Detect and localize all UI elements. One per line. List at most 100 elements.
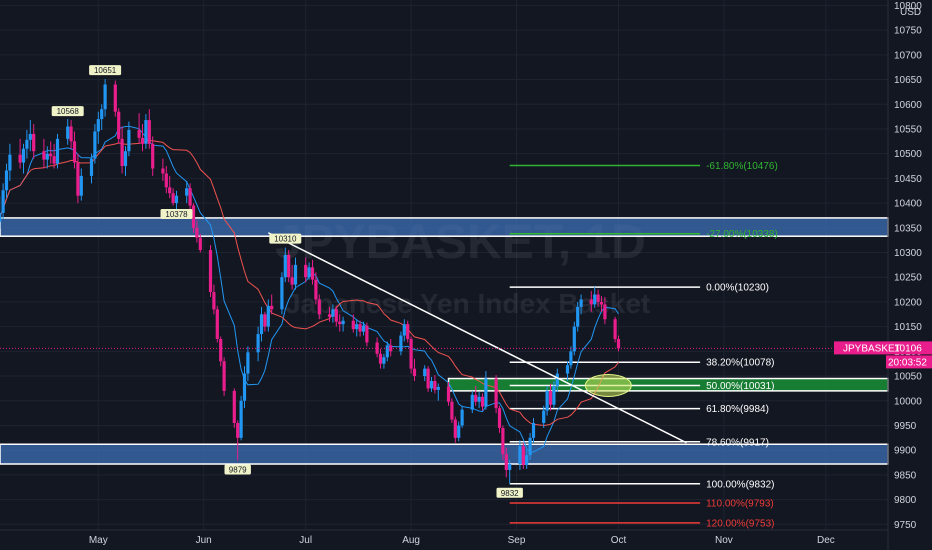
candle-bearish [222,357,226,396]
candle-body [385,345,389,358]
candle-body [433,380,437,390]
candle-bullish [266,299,270,332]
candle-body [263,314,267,327]
candle-bearish [480,393,485,411]
candle-body [406,324,410,339]
candle-body [593,294,597,305]
candle-bullish [293,257,298,290]
candle-bullish [8,143,12,181]
candle-bearish [147,109,151,149]
candle-bearish [589,291,593,312]
descending-trendline[interactable] [267,232,687,444]
candle-bullish [331,304,335,323]
candle-body [117,111,121,139]
candle-body [219,338,223,362]
candle-body [188,188,192,206]
fib-level-label: 0.00%(10230) [706,283,769,294]
trendline-layer[interactable] [267,232,687,444]
candle-bearish [151,136,155,176]
time-axis[interactable]: May Jun Jul Aug Sep Oct Nov Dec [0,529,888,546]
candle-bullish [1,183,5,219]
candle-bearish [232,388,236,428]
candle-body [28,133,32,140]
candle-body [484,378,488,407]
candle-bullish [569,346,573,369]
candle-bearish [497,405,502,433]
candle-bullish [542,405,546,428]
candle-bearish [164,166,168,194]
time-tick-label: Jul [299,535,312,546]
candle-body [76,162,80,196]
candles-layer [0,79,621,484]
candle-bearish [596,289,600,307]
candle-bearish [212,284,216,315]
candle-bullish [0,196,2,229]
candle-body [508,464,512,470]
fib-level-label: 120.00%(9753) [706,518,774,529]
candle-bearish [69,120,73,149]
candle-bearish [474,385,478,406]
fibonacci-retracement[interactable]: -61.80%(10476) -27.00%(10338) 0.00%(10230)… [509,161,778,529]
candle-body [21,148,26,163]
price-label-text: 9832 [501,489,519,498]
candle-body [191,205,196,228]
candle-body [382,357,386,364]
price-label-box [224,464,251,475]
candle-bullish [100,104,104,130]
candle-body [222,361,226,391]
candle-bearish [351,314,355,333]
candle-body [256,334,260,353]
candle-body [518,446,522,465]
candle-bearish [409,336,413,374]
price-axis[interactable]: 9750980098509900995010000100501010010150… [887,0,922,550]
candle-body [470,394,474,410]
highlight-ellipse[interactable] [584,373,632,397]
candle-bullish [565,361,570,381]
candle-bullish [246,346,250,381]
candle-bullish [256,326,260,362]
candle-body [8,154,12,171]
candle-bullish [283,247,287,283]
candle-body [603,304,607,320]
candle-bearish [310,259,315,285]
price-tick-label: 10150 [894,322,922,333]
price-label-box [160,208,193,219]
candle-body [18,154,22,163]
candle-bearish [548,383,553,411]
candle-body [402,324,406,336]
candle-bearish [501,425,505,461]
candle-bullish [307,262,311,280]
candle-body [436,386,440,390]
fib-level-label: 78.60%(9917) [706,437,769,448]
candle-body [79,175,83,196]
candle-bullish [93,124,97,164]
red-moving-average [0,139,619,427]
candle-bearish [599,296,604,312]
price-label: 10651 [89,65,122,76]
candle-body [270,305,274,310]
candle-body [96,119,100,132]
candle-bearish [378,348,383,369]
candle-bullish [555,368,559,392]
candle-bullish [28,120,32,152]
candle-body [45,153,49,160]
candle-body [236,423,240,438]
time-tick-label: May [89,535,108,546]
price-tick-label: 9800 [894,495,917,506]
candle-bearish [236,420,240,461]
candle-bullish [593,287,597,308]
candle-bearish [168,175,172,199]
candle-body [164,173,168,188]
price-tag-value: 10106 [894,343,922,354]
candle-bearish [52,143,56,169]
candle-bullish [423,365,427,381]
candle-bullish [531,418,536,443]
candle-bearish [290,264,294,290]
fib-level-label: 50.00%(10031) [706,381,774,392]
highlight-ellipse-layer[interactable] [584,373,632,397]
time-tick-label: Dec [817,535,835,546]
candle-bearish [287,250,291,283]
candle-body [42,151,46,160]
candle-body [555,373,559,386]
